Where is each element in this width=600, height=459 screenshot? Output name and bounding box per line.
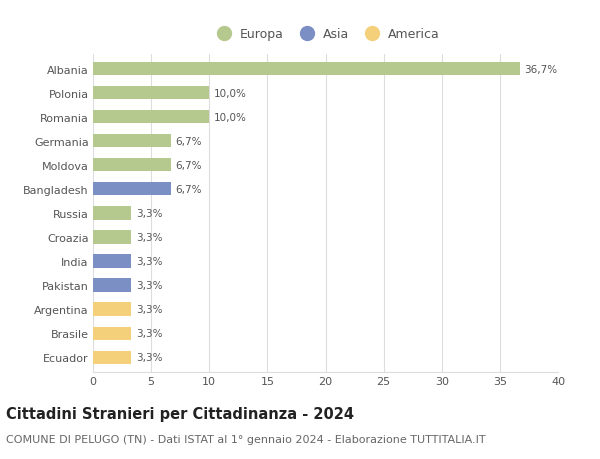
Text: 3,3%: 3,3%: [136, 353, 163, 363]
Text: 6,7%: 6,7%: [176, 185, 202, 195]
Bar: [93, 135, 171, 148]
Bar: [93, 207, 131, 220]
Text: COMUNE DI PELUGO (TN) - Dati ISTAT al 1° gennaio 2024 - Elaborazione TUTTITALIA.: COMUNE DI PELUGO (TN) - Dati ISTAT al 1°…: [6, 434, 485, 444]
Bar: [93, 87, 209, 100]
Text: Cittadini Stranieri per Cittadinanza - 2024: Cittadini Stranieri per Cittadinanza - 2…: [6, 406, 354, 421]
Text: 36,7%: 36,7%: [524, 64, 557, 74]
Bar: [93, 111, 209, 124]
Text: 10,0%: 10,0%: [214, 89, 247, 99]
Text: 6,7%: 6,7%: [176, 136, 202, 146]
Bar: [93, 303, 131, 316]
Text: 3,3%: 3,3%: [136, 304, 163, 314]
Bar: [93, 351, 131, 364]
Bar: [93, 183, 171, 196]
Text: 3,3%: 3,3%: [136, 257, 163, 266]
Text: 10,0%: 10,0%: [214, 112, 247, 123]
Text: 3,3%: 3,3%: [136, 208, 163, 218]
Text: 6,7%: 6,7%: [176, 161, 202, 170]
Text: 3,3%: 3,3%: [136, 328, 163, 338]
Bar: [93, 159, 171, 172]
Bar: [93, 279, 131, 292]
Bar: [93, 255, 131, 268]
Bar: [93, 231, 131, 244]
Text: 3,3%: 3,3%: [136, 280, 163, 291]
Bar: [93, 63, 520, 76]
Text: 3,3%: 3,3%: [136, 232, 163, 242]
Legend: Europa, Asia, America: Europa, Asia, America: [206, 23, 445, 46]
Bar: [93, 327, 131, 340]
